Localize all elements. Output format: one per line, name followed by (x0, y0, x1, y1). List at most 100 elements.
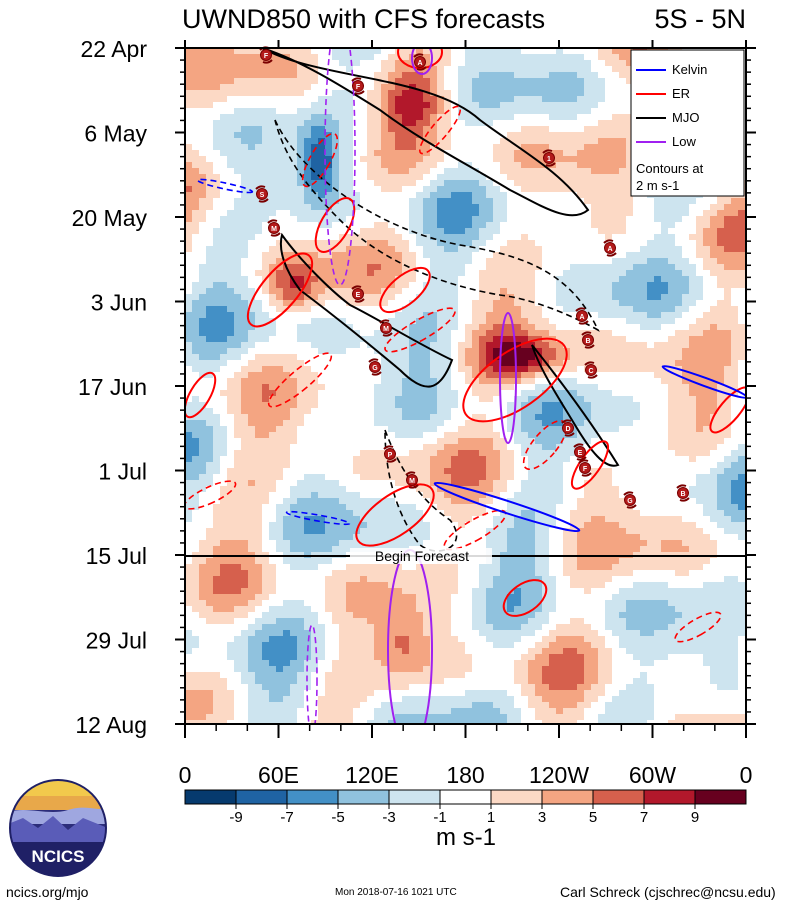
field-cell (234, 408, 241, 414)
field-cell (703, 414, 710, 420)
field-cell (731, 366, 738, 372)
field-cell (318, 534, 325, 540)
field-cell (220, 540, 227, 546)
field-cell (423, 54, 430, 60)
field-cell (353, 342, 360, 348)
field-cell (570, 534, 577, 540)
field-cell (577, 174, 584, 180)
field-cell (332, 126, 339, 132)
field-cell (731, 330, 738, 336)
field-cell (297, 48, 304, 54)
field-cell (311, 258, 318, 264)
field-cell (605, 288, 612, 294)
field-cell (234, 228, 241, 234)
field-cell (248, 498, 255, 504)
field-cell (465, 102, 472, 108)
field-cell (325, 126, 332, 132)
field-cell (535, 396, 542, 402)
field-cell (514, 276, 521, 282)
field-cell (297, 324, 304, 330)
field-cell (640, 312, 647, 318)
field-cell (297, 510, 304, 516)
field-cell (262, 84, 269, 90)
field-cell (549, 348, 556, 354)
field-cell (199, 318, 206, 324)
field-cell (535, 324, 542, 330)
field-cell (486, 336, 493, 342)
field-cell (346, 186, 353, 192)
field-cell (507, 546, 514, 552)
field-cell (374, 528, 381, 534)
field-cell (493, 294, 500, 300)
field-cell (234, 456, 241, 462)
field-cell (220, 222, 227, 228)
field-cell (682, 306, 689, 312)
field-cell (374, 564, 381, 570)
field-cell (444, 132, 451, 138)
field-cell (402, 330, 409, 336)
field-cell (514, 330, 521, 336)
field-cell (535, 504, 542, 510)
field-cell (486, 102, 493, 108)
field-cell (276, 390, 283, 396)
field-cell (234, 528, 241, 534)
field-cell (402, 264, 409, 270)
field-cell (318, 480, 325, 486)
field-cell (318, 282, 325, 288)
field-cell (556, 492, 563, 498)
field-cell (598, 558, 605, 564)
field-cell (577, 510, 584, 516)
field-cell (437, 132, 444, 138)
field-cell (493, 228, 500, 234)
field-cell (360, 450, 367, 456)
field-cell (542, 528, 549, 534)
field-cell (213, 120, 220, 126)
field-cell (591, 492, 598, 498)
field-cell (451, 258, 458, 264)
field-cell (668, 312, 675, 318)
field-cell (521, 168, 528, 174)
field-cell (206, 246, 213, 252)
field-cell (206, 72, 213, 78)
field-cell (542, 66, 549, 72)
field-cell (388, 240, 395, 246)
field-cell (570, 354, 577, 360)
field-cell (661, 282, 668, 288)
field-cell (619, 180, 626, 186)
field-cell (360, 462, 367, 468)
field-cell (255, 318, 262, 324)
field-cell (668, 240, 675, 246)
field-cell (409, 162, 416, 168)
field-cell (507, 474, 514, 480)
field-cell (549, 432, 556, 438)
field-cell (563, 132, 570, 138)
field-cell (437, 108, 444, 114)
field-cell (395, 102, 402, 108)
field-cell (626, 318, 633, 324)
field-cell (584, 534, 591, 540)
field-cell (626, 114, 633, 120)
field-cell (626, 564, 633, 570)
field-cell (514, 306, 521, 312)
field-cell (374, 450, 381, 456)
field-cell (458, 510, 465, 516)
field-cell (234, 348, 241, 354)
field-cell (360, 294, 367, 300)
field-cell (696, 528, 703, 534)
field-cell (199, 102, 206, 108)
field-cell (465, 378, 472, 384)
field-cell (542, 384, 549, 390)
field-cell (290, 528, 297, 534)
field-cell (353, 456, 360, 462)
field-cell (605, 558, 612, 564)
field-cell (444, 468, 451, 474)
field-cell (444, 564, 451, 570)
field-cell (325, 492, 332, 498)
field-cell (570, 384, 577, 390)
field-cell (535, 414, 542, 420)
field-cell (493, 108, 500, 114)
field-cell (472, 78, 479, 84)
field-cell (654, 312, 661, 318)
field-cell (724, 528, 731, 534)
field-cell (416, 336, 423, 342)
